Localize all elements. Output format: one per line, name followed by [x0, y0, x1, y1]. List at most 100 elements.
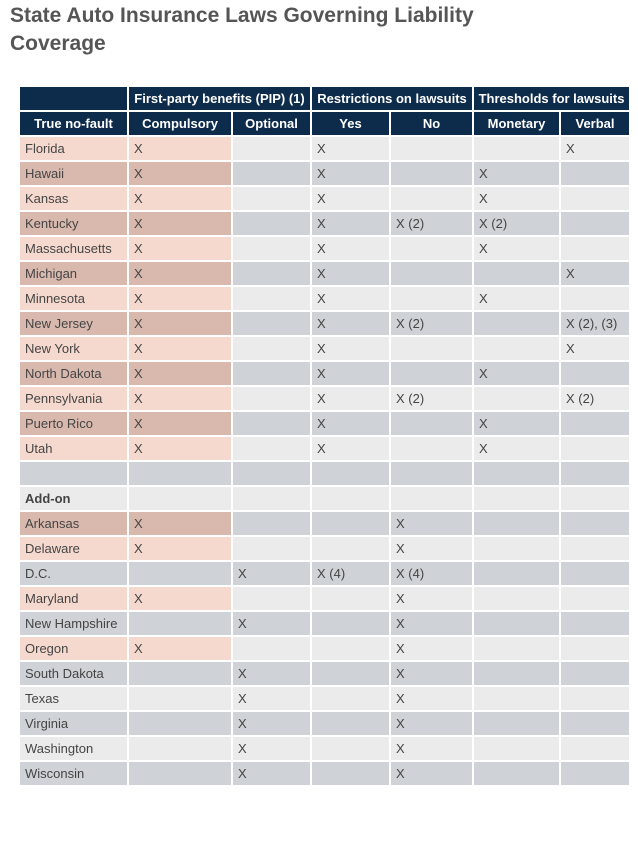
cell-compulsory — [129, 562, 231, 585]
cell-yes — [312, 637, 389, 660]
cell-monetary: X — [474, 287, 560, 310]
cell-optional — [233, 537, 310, 560]
cell-optional — [233, 387, 310, 410]
cell-optional — [233, 437, 310, 460]
cell-verbal — [561, 187, 630, 210]
cell-no: X — [391, 587, 473, 610]
cell-state: Kentucky — [20, 212, 127, 235]
table-row: New Jersey X X X (2) X (2), (3) — [20, 312, 630, 335]
cell-verbal — [561, 287, 630, 310]
cell-yes: X — [312, 187, 389, 210]
cell-no — [391, 137, 473, 160]
table-row: Massachusetts X X X — [20, 237, 630, 260]
cell-no — [391, 237, 473, 260]
cell-no — [391, 487, 473, 510]
cell-compulsory: X — [129, 162, 231, 185]
table-row: Michigan X X X — [20, 262, 630, 285]
cell-monetary — [474, 137, 560, 160]
cell-state: New Hampshire — [20, 612, 127, 635]
cell-state: Michigan — [20, 262, 127, 285]
column-header-monetary: Monetary — [474, 112, 560, 135]
cell-optional: X — [233, 562, 310, 585]
table-row: Washington X X — [20, 737, 630, 760]
cell-no: X — [391, 687, 473, 710]
cell-verbal: X (2), (3) — [561, 312, 630, 335]
cell-optional: X — [233, 687, 310, 710]
cell-verbal — [561, 362, 630, 385]
table-row: Oregon X X — [20, 637, 630, 660]
cell-compulsory — [129, 687, 231, 710]
cell-optional: X — [233, 737, 310, 760]
cell-monetary — [474, 537, 560, 560]
cell-yes — [312, 712, 389, 735]
cell-optional — [233, 187, 310, 210]
cell-monetary — [474, 562, 560, 585]
cell-yes — [312, 737, 389, 760]
cell-state: Puerto Rico — [20, 412, 127, 435]
cell-no: X (2) — [391, 387, 473, 410]
cell-optional — [233, 312, 310, 335]
cell-verbal — [561, 712, 630, 735]
cell-state: North Dakota — [20, 362, 127, 385]
cell-yes: X — [312, 287, 389, 310]
cell-yes — [312, 462, 389, 485]
cell-compulsory: X — [129, 187, 231, 210]
column-header-optional: Optional — [233, 112, 310, 135]
cell-optional — [233, 512, 310, 535]
cell-compulsory — [129, 737, 231, 760]
cell-no: X — [391, 662, 473, 685]
table-row: New Hampshire X X — [20, 612, 630, 635]
cell-no: X — [391, 637, 473, 660]
group-header-restrictions: Restrictions on lawsuits — [312, 87, 473, 110]
cell-state: Hawaii — [20, 162, 127, 185]
cell-monetary — [474, 637, 560, 660]
cell-monetary — [474, 762, 560, 785]
cell-verbal — [561, 487, 630, 510]
cell-yes: X — [312, 262, 389, 285]
cell-compulsory: X — [129, 362, 231, 385]
column-header-true-no-fault: True no-fault — [20, 112, 127, 135]
cell-yes: X (4) — [312, 562, 389, 585]
cell-verbal — [561, 737, 630, 760]
cell-no: X — [391, 712, 473, 735]
cell-optional — [233, 337, 310, 360]
cell-monetary: X (2) — [474, 212, 560, 235]
cell-compulsory: X — [129, 637, 231, 660]
cell-no: X (2) — [391, 312, 473, 335]
cell-yes: X — [312, 237, 389, 260]
cell-compulsory: X — [129, 587, 231, 610]
cell-no: X (4) — [391, 562, 473, 585]
cell-verbal — [561, 437, 630, 460]
cell-no: X — [391, 537, 473, 560]
cell-optional — [233, 637, 310, 660]
group-header-thresholds: Thresholds for lawsuits — [474, 87, 630, 110]
cell-monetary: X — [474, 162, 560, 185]
cell-state: Pennsylvania — [20, 387, 127, 410]
cell-yes — [312, 612, 389, 635]
cell-verbal — [561, 462, 630, 485]
cell-no — [391, 162, 473, 185]
cell-yes — [312, 537, 389, 560]
cell-verbal — [561, 162, 630, 185]
cell-monetary: X — [474, 187, 560, 210]
table-row: D.C. X X (4) X (4) — [20, 562, 630, 585]
cell-no — [391, 412, 473, 435]
table-row: Texas X X — [20, 687, 630, 710]
cell-state: Minnesota — [20, 287, 127, 310]
cell-monetary — [474, 737, 560, 760]
table-row: Puerto Rico X X X — [20, 412, 630, 435]
cell-verbal — [561, 662, 630, 685]
cell-no — [391, 287, 473, 310]
column-header-verbal: Verbal — [561, 112, 630, 135]
cell-optional — [233, 362, 310, 385]
cell-verbal — [561, 637, 630, 660]
table-row: Wisconsin X X — [20, 762, 630, 785]
section-label: Add-on — [20, 487, 127, 510]
cell-optional: X — [233, 612, 310, 635]
cell-yes — [312, 512, 389, 535]
cell-no: X — [391, 512, 473, 535]
table-row: South Dakota X X — [20, 662, 630, 685]
cell-yes: X — [312, 312, 389, 335]
cell-state: Delaware — [20, 537, 127, 560]
cell-yes: X — [312, 437, 389, 460]
